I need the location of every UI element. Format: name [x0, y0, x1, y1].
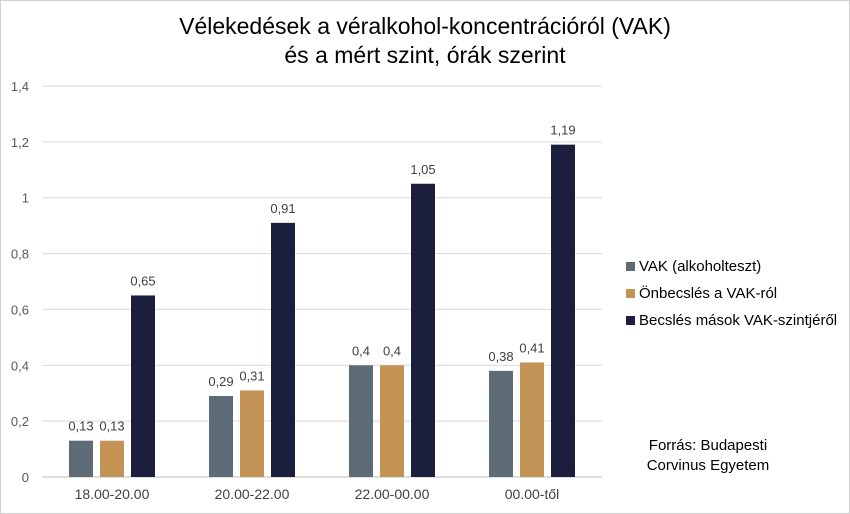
source-note: Forrás: Budapesti Corvinus Egyetem [628, 436, 788, 476]
data-label: 0,38 [488, 349, 513, 364]
bar [271, 222, 295, 477]
y-tick-label: 1 [22, 191, 29, 206]
legend-swatch-masok [626, 316, 635, 325]
data-label: 0,65 [130, 273, 155, 288]
bar [131, 295, 155, 477]
legend-item-vak: VAK (alkoholteszt) [626, 253, 837, 280]
chart-title: Vélekedések a véralkohol-koncentrációról… [0, 12, 850, 70]
data-label: 0,29 [208, 374, 233, 389]
y-tick-label: 0,6 [11, 302, 29, 317]
legend-item-onbecsles: Önbecslés a VAK-ról [626, 280, 837, 307]
data-label: 0,91 [270, 201, 295, 216]
bar [551, 144, 575, 477]
legend-label-onbecsles: Önbecslés a VAK-ról [639, 285, 778, 302]
bar [380, 365, 404, 477]
title-line-1: Vélekedések a véralkohol-koncentrációról… [179, 13, 671, 39]
legend-label-masok: Becslés mások VAK-szintjéről [639, 312, 838, 329]
source-line-2: Corvinus Egyetem [646, 457, 770, 474]
bar [69, 440, 93, 477]
y-tick-label: 1,4 [11, 79, 29, 94]
x-tick-label: 22.00-00.00 [355, 486, 430, 502]
title-line-2: és a mért szint, órák szerint [284, 42, 566, 68]
y-tick-label: 0,4 [11, 358, 29, 373]
data-label: 1,19 [550, 123, 575, 138]
bar [100, 440, 124, 477]
x-tick-label: 20.00-22.00 [215, 486, 290, 502]
bar [349, 365, 373, 477]
legend-swatch-onbecsles [626, 289, 635, 298]
source-line-1: Forrás: Budapesti [648, 437, 768, 454]
y-tick-label: 0,2 [11, 414, 29, 429]
legend: VAK (alkoholteszt) Önbecslés a VAK-ról B… [626, 253, 837, 334]
data-label: 0,31 [239, 368, 264, 383]
y-tick-label: 0,8 [11, 247, 29, 262]
y-tick-label: 1,2 [11, 135, 29, 150]
bar [489, 370, 513, 477]
data-label: 1,05 [410, 162, 435, 177]
legend-swatch-vak [626, 262, 635, 271]
bar [411, 183, 435, 477]
data-label: 0,4 [383, 343, 401, 358]
y-tick-label: 0 [22, 470, 29, 485]
data-label: 0,4 [352, 343, 370, 358]
bar [209, 396, 233, 477]
bar [240, 390, 264, 477]
data-label: 0,13 [68, 419, 93, 434]
data-label: 0,41 [519, 340, 544, 355]
bar [520, 362, 544, 477]
data-label: 0,13 [99, 419, 124, 434]
x-tick-label: 18.00-20.00 [75, 486, 150, 502]
legend-item-masok: Becslés mások VAK-szintjéről [626, 307, 837, 334]
x-tick-label: 00.00-től [505, 486, 559, 502]
legend-label-vak: VAK (alkoholteszt) [639, 258, 762, 275]
